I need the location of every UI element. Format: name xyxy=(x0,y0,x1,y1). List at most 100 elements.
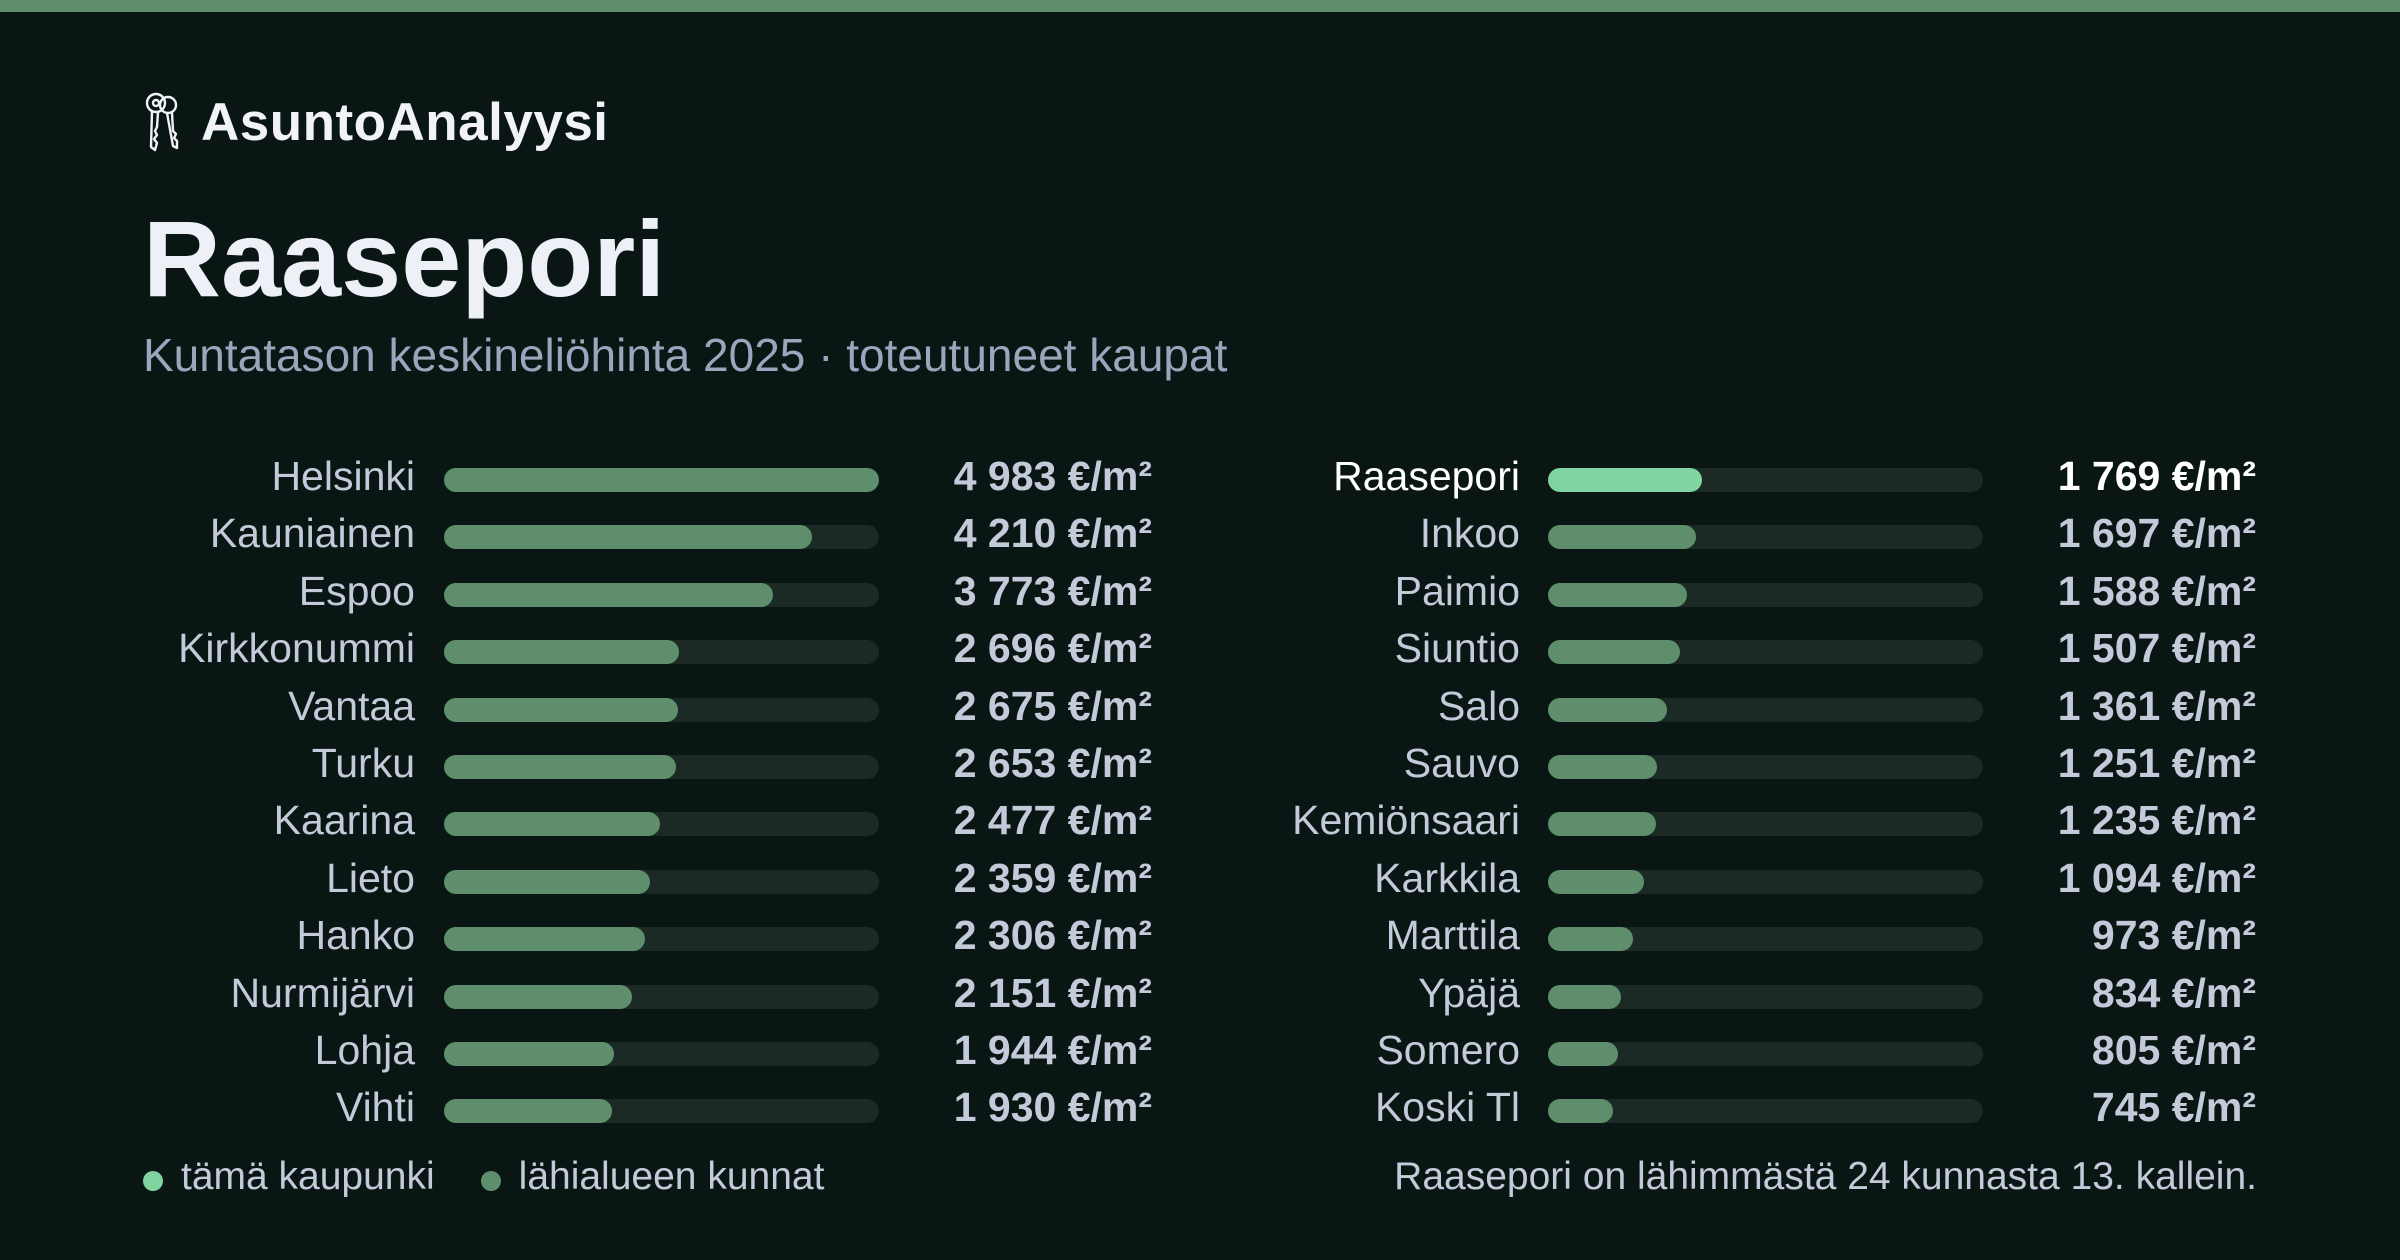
bar-label: Sauvo xyxy=(1403,740,1520,786)
legend-item: lähialueen kunnat xyxy=(480,1155,825,1199)
bar xyxy=(1548,869,1644,894)
bar-track xyxy=(1548,984,1983,1009)
keys-icon xyxy=(145,92,179,152)
bar xyxy=(1548,640,1680,665)
bar-label: Espoo xyxy=(298,567,415,614)
bar-row: Vihti 1 930 €/m² xyxy=(0,1084,2400,1130)
bar-row: Nurmijärvi 2 151 €/m² xyxy=(0,970,2400,1016)
bar-label: Marttila xyxy=(1385,912,1520,959)
bar-value-label: 1 588 €/m² xyxy=(2057,567,2256,614)
bar xyxy=(444,1099,612,1124)
legend-label: tämä kaupunki xyxy=(181,1155,435,1198)
bar-row: Koski Tl 745 €/m² xyxy=(0,1084,2400,1130)
bar-track xyxy=(444,582,879,607)
bar-label: Siuntio xyxy=(1394,625,1520,672)
bar-track xyxy=(444,1099,879,1124)
bar-row: Vantaa 2 675 €/m² xyxy=(0,683,2400,729)
bar-value-label: 1 361 €/m² xyxy=(2057,682,2256,729)
bar-label: Koski Tl xyxy=(1374,1084,1520,1131)
bar-row: Paimio 1 588 €/m² xyxy=(0,568,2400,614)
bar xyxy=(1548,582,1687,607)
bar xyxy=(444,869,650,894)
bar-label: Somero xyxy=(1376,1027,1520,1073)
bar-label: Kaarina xyxy=(273,797,415,844)
legend: tämä kaupunki lähialueen kunnat xyxy=(143,1152,870,1202)
bar-row: Inkoo 1 697 €/m² xyxy=(0,510,2400,556)
bar-value-label: 1 507 €/m² xyxy=(2057,625,2256,672)
bar-label: Vihti xyxy=(335,1084,415,1131)
bar-row: Hanko 2 306 €/m² xyxy=(0,912,2400,958)
bar-track xyxy=(1548,869,1983,894)
bar-row: Somero 805 €/m² xyxy=(0,1027,2400,1073)
bar-label: Vantaa xyxy=(288,682,415,729)
bar xyxy=(1548,697,1667,722)
bar-value-label: 2 477 €/m² xyxy=(953,797,1152,844)
bar-value-label: 1 944 €/m² xyxy=(953,1027,1152,1073)
bar-row: Kaarina 2 477 €/m² xyxy=(0,797,2400,843)
bar-label: Paimio xyxy=(1394,567,1520,614)
bar-value-label: 805 €/m² xyxy=(2091,1027,2256,1073)
bar-value-label: 834 €/m² xyxy=(2091,969,2256,1016)
bar xyxy=(1548,468,1702,492)
bar-row: Kemiönsaari 1 235 €/m² xyxy=(0,797,2400,843)
bar-value-label: 1 697 €/m² xyxy=(2057,510,2256,557)
bar-value-label: 1 251 €/m² xyxy=(2057,740,2256,786)
footnote: Raasepori on lähimmästä 24 kunnasta 13. … xyxy=(1394,1155,2257,1198)
bar-row: Lieto 2 359 €/m² xyxy=(0,855,2400,901)
bar xyxy=(1548,1099,1613,1124)
bar-value-label: 2 653 €/m² xyxy=(953,740,1152,786)
bar-value-label: 1 769 €/m² xyxy=(2057,453,2256,499)
bar-track xyxy=(1548,755,1983,779)
bar-track xyxy=(1548,1099,1983,1124)
page-subtitle: Kuntatason keskineliöhinta 2025 · toteut… xyxy=(143,329,1228,381)
top-accent-bar xyxy=(0,0,2400,12)
page-title: Raasepori xyxy=(143,198,666,319)
bar-row: Siuntio 1 507 €/m² xyxy=(0,625,2400,671)
bar-track xyxy=(444,927,879,952)
bar xyxy=(444,582,773,607)
bar-value-label: 3 773 €/m² xyxy=(953,567,1152,614)
bar-label: Ypäjä xyxy=(1418,969,1520,1016)
bar xyxy=(1548,927,1633,952)
bar-track xyxy=(1548,640,1983,665)
legend-dot xyxy=(143,1171,163,1191)
bar-value-label: 4 983 €/m² xyxy=(953,453,1152,499)
bar-row: Lohja 1 944 €/m² xyxy=(0,1027,2400,1073)
bar-value-label: 2 306 €/m² xyxy=(953,912,1152,959)
bar-track xyxy=(444,1042,879,1066)
bar-row: Espoo 3 773 €/m² xyxy=(0,568,2400,614)
legend-label: lähialueen kunnat xyxy=(518,1155,825,1198)
bar-label: Inkoo xyxy=(1419,510,1520,557)
bar-value-label: 1 930 €/m² xyxy=(953,1084,1152,1131)
bar-value-label: 2 151 €/m² xyxy=(953,969,1152,1016)
bar-value-label: 1 235 €/m² xyxy=(2057,797,2256,844)
bar-row: Helsinki 4 983 €/m² xyxy=(0,453,2400,499)
bar-track xyxy=(1548,812,1983,837)
bar-track xyxy=(444,984,879,1009)
bar xyxy=(1548,812,1656,837)
bar-label: Lieto xyxy=(326,854,415,901)
bar-label: Kemiönsaari xyxy=(1292,797,1520,844)
bar xyxy=(1548,1042,1618,1066)
bar-track xyxy=(444,755,879,779)
bar-row: Sauvo 1 251 €/m² xyxy=(0,740,2400,786)
bar-value-label: 1 094 €/m² xyxy=(2057,854,2256,901)
bar xyxy=(1548,984,1621,1009)
bar-value-label: 2 359 €/m² xyxy=(953,854,1152,901)
bar-value-label: 745 €/m² xyxy=(2091,1084,2256,1131)
bar-label: Kirkkonummi xyxy=(178,625,415,672)
bar-track xyxy=(1548,468,1983,492)
bar-row: Salo 1 361 €/m² xyxy=(0,683,2400,729)
bar xyxy=(444,927,645,952)
bar-row: Karkkila 1 094 €/m² xyxy=(0,855,2400,901)
bar xyxy=(444,468,879,492)
bar-label: Kauniainen xyxy=(209,510,415,557)
bar-track xyxy=(444,812,879,837)
bar-value-label: 4 210 €/m² xyxy=(953,510,1152,557)
bar-track xyxy=(444,697,879,722)
bar xyxy=(1548,525,1696,550)
bar xyxy=(444,1042,614,1066)
bar xyxy=(444,755,676,779)
bar-track xyxy=(1548,525,1983,550)
